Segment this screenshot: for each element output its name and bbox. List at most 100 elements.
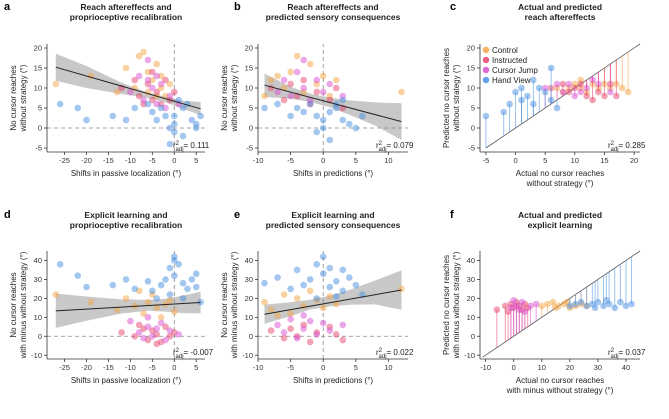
data-point-control <box>267 76 275 84</box>
x-tick-label: 5 <box>354 156 358 165</box>
y-axis-label: Predicted no cursor reacheswithout strat… <box>442 48 461 148</box>
data-point-control <box>267 306 275 314</box>
text-line: without strategy (°) <box>19 64 28 132</box>
y-tick-label: 10 <box>34 313 42 322</box>
data-point-control <box>293 52 301 60</box>
data-point-cursor-jump <box>326 80 334 88</box>
x-tick-label: -5 <box>287 156 294 165</box>
text-line: with minus without strategy (°) <box>19 251 28 359</box>
data-point-hand-view <box>603 296 610 304</box>
data-point-hand-view <box>346 274 353 281</box>
r2-value: = 0.022 <box>387 348 414 357</box>
text-line: with minus without strategy (°) <box>506 386 614 395</box>
data-point-instructed <box>300 76 307 84</box>
data-point-instructed <box>280 334 288 342</box>
legend-entry: Instructed <box>492 56 527 65</box>
confidence-band <box>55 53 201 116</box>
text-line: explicit learning <box>528 220 593 230</box>
data-point-hand-view <box>300 281 307 289</box>
r2-superscript: 2 <box>611 141 615 147</box>
data-point-cursor-jump <box>300 56 307 64</box>
y-tick-label: -10 <box>464 351 475 360</box>
x-tick-label: 0 <box>172 156 176 165</box>
legend-marker <box>482 66 490 74</box>
data-point-control <box>549 298 557 306</box>
data-point-cursor-jump <box>274 88 281 96</box>
x-tick-label: 30 <box>594 363 602 372</box>
data-point-instructed <box>162 76 169 84</box>
data-point-hand-view <box>306 100 314 108</box>
text-line: Shifts in predictions (°) <box>293 376 373 385</box>
y-axis-label: No cursor reacheswithout strategy (°) <box>220 64 239 132</box>
data-point-hand-view <box>74 272 82 279</box>
data-point-hand-view <box>109 281 117 289</box>
data-point-hand-view <box>332 278 340 285</box>
data-point-control <box>140 48 147 56</box>
data-point-control <box>170 308 178 315</box>
data-point-control <box>398 88 405 96</box>
text-line: Shifts in passive localization (°) <box>71 169 182 178</box>
data-point-cursor-jump <box>527 302 534 310</box>
y-tick-label: 15 <box>467 64 475 73</box>
data-point-hand-view <box>518 84 525 92</box>
x-tick-label: 20 <box>566 363 574 372</box>
data-point-hand-view <box>287 112 294 120</box>
text-line: Shifts in predictions (°) <box>293 169 373 178</box>
data-point-instructed <box>153 340 161 348</box>
data-point-hand-view <box>56 100 64 108</box>
x-tick-label: -5 <box>483 156 490 165</box>
r2-annotation: r2 adj= 0.111 <box>173 141 210 153</box>
data-point-hand-view <box>577 298 585 306</box>
data-point-hand-view <box>261 279 268 287</box>
r2-annotation: r2 adj= 0.022 <box>376 348 414 360</box>
r2-annotation: r2 adj= 0.079 <box>376 141 414 153</box>
text-line: without strategy (°) <box>452 64 461 132</box>
data-point-cursor-jump <box>319 319 327 327</box>
x-tick-label: 0 <box>321 156 325 165</box>
data-point-control <box>618 84 626 92</box>
data-point-cursor-jump <box>149 84 156 92</box>
y-tick-label: 5 <box>38 104 42 113</box>
data-point-control <box>140 310 147 317</box>
x-axis-label: Shifts in predictions (°) <box>293 376 373 385</box>
data-point-hand-view <box>319 116 327 124</box>
data-point-hand-view <box>157 104 165 112</box>
y-tick-label: 20 <box>245 44 253 53</box>
data-point-instructed <box>149 68 156 76</box>
data-point-hand-view <box>572 300 579 308</box>
legend-marker <box>482 46 490 54</box>
data-point-hand-view <box>326 108 334 116</box>
data-point-hand-view <box>319 124 327 132</box>
panel-label: b <box>234 1 241 13</box>
data-point-cursor-jump <box>162 336 169 344</box>
data-point-hand-view <box>179 104 187 112</box>
data-point-hand-view <box>352 124 360 132</box>
x-tick-label: -10 <box>480 363 491 372</box>
data-point-hand-view <box>153 116 161 124</box>
data-point-cursor-jump <box>274 321 281 329</box>
x-tick-label: 5 <box>194 363 198 372</box>
chart-title: Explicit learning and predicted sensory c… <box>266 210 401 230</box>
data-point-hand-view <box>74 104 82 112</box>
text-line: Reach aftereffects and <box>287 2 378 12</box>
data-point-hand-view <box>339 116 347 124</box>
r2-value: = 0.037 <box>619 348 646 357</box>
y-tick-label: 15 <box>34 64 42 73</box>
data-point-hand-view <box>261 104 268 112</box>
panel-label: d <box>4 209 11 221</box>
data-point-control <box>122 295 130 302</box>
data-point-hand-view <box>162 112 169 120</box>
text-line: No cursor reaches <box>220 65 229 130</box>
regression-line <box>55 66 201 110</box>
text-line: proprioceptive recalibration <box>70 220 182 230</box>
data-point-hand-view <box>346 120 353 128</box>
data-point-cursor-jump <box>293 68 301 76</box>
data-point-hand-view <box>339 266 347 274</box>
data-point-hand-view <box>339 287 347 295</box>
data-point-hand-view <box>274 274 281 281</box>
data-point-cursor-jump <box>326 327 334 334</box>
data-point-control <box>538 302 546 310</box>
data-point-control <box>552 304 560 312</box>
data-point-cursor-jump <box>559 88 567 96</box>
